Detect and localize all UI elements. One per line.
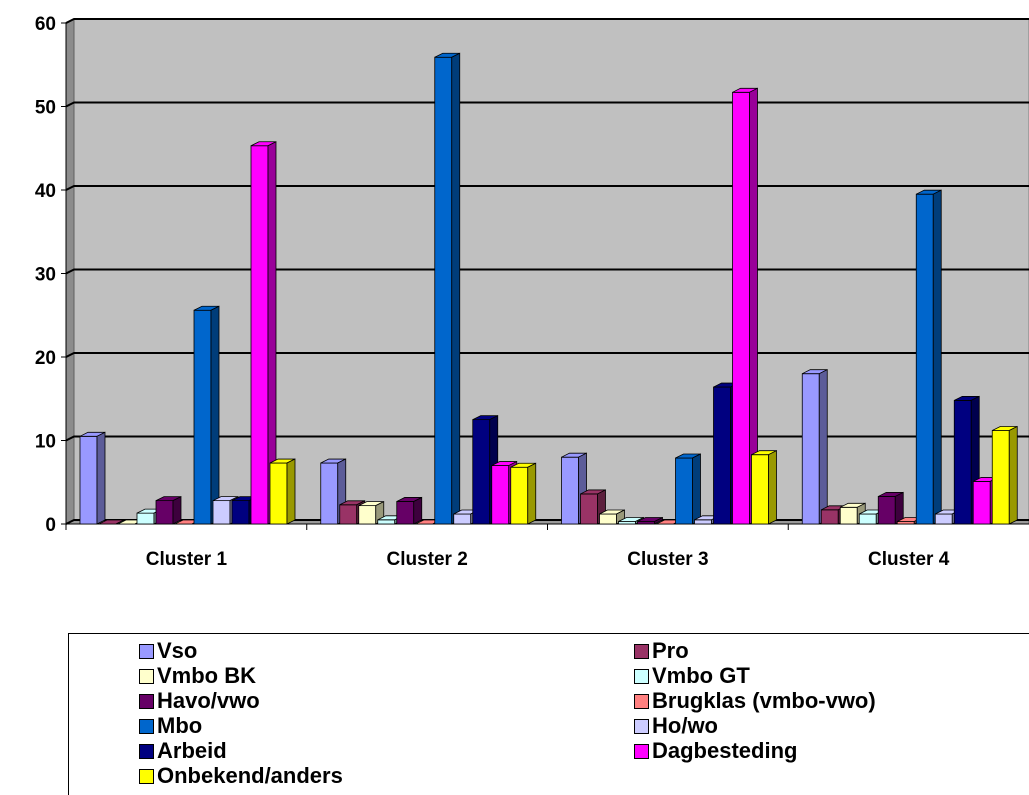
bar	[675, 453, 701, 525]
y-tick-label: 40	[35, 181, 56, 202]
legend-swatch	[634, 743, 649, 759]
legend-label: Ho/wo	[652, 713, 718, 738]
legend-label: Brugklas (vmbo-vwo)	[652, 688, 876, 713]
legend-label: Onbekend/anders	[157, 763, 343, 788]
legend-item: Pro	[634, 638, 689, 664]
gridline	[65, 18, 1029, 24]
legend-label: Vso	[157, 638, 198, 663]
bar	[250, 141, 277, 525]
legend-swatch	[139, 668, 154, 684]
x-category-label: Cluster 1	[146, 549, 228, 570]
legend-swatch	[139, 718, 154, 734]
gridline	[65, 268, 1029, 275]
bar	[991, 425, 1018, 525]
y-tick-label: 60	[35, 14, 56, 35]
legend-label: Mbo	[157, 713, 203, 738]
chart-legend: Vso Pro Vmbo BK Vmbo GT Havo/vwo Brugklas (vm…	[68, 633, 1029, 795]
bar	[510, 462, 537, 525]
legend-item: Dagbesteding	[634, 738, 797, 764]
legend-label: Arbeid	[157, 738, 227, 763]
legend-swatch	[634, 643, 649, 659]
legend-item: Vmbo BK	[139, 663, 256, 689]
y-tick-label: 20	[35, 348, 56, 369]
bar	[155, 495, 182, 525]
legend-label: Havo/vwo	[157, 688, 260, 713]
bar	[751, 450, 777, 525]
bar	[877, 491, 904, 525]
bar	[269, 458, 296, 525]
y-tick-label: 50	[35, 98, 56, 119]
y-tick-label: 0	[45, 515, 56, 536]
bar	[732, 87, 758, 525]
y-tick-label: 10	[35, 432, 56, 453]
gridline	[65, 435, 1029, 442]
x-category-label: Cluster 2	[386, 549, 467, 570]
bar	[358, 500, 385, 525]
bar	[396, 496, 423, 525]
legend-label: Vmbo BK	[157, 663, 256, 688]
bar	[98, 519, 125, 525]
gridline	[65, 101, 1029, 108]
legend-item: Onbekend/anders	[139, 763, 343, 789]
bar	[434, 52, 461, 525]
legend-item: Havo/vwo	[139, 688, 260, 714]
legend-label: Vmbo GT	[652, 663, 750, 688]
legend-swatch	[634, 718, 649, 734]
bar	[801, 369, 828, 525]
legend-item: Vmbo GT	[634, 663, 750, 689]
x-category-label: Cluster 3	[627, 549, 708, 570]
legend-item: Ho/wo	[634, 713, 718, 739]
legend-item: Vso	[139, 638, 197, 664]
legend-swatch	[634, 693, 649, 709]
y-tick-label: 30	[35, 265, 56, 286]
legend-swatch	[634, 668, 649, 684]
x-category-label: Cluster 4	[868, 549, 950, 570]
bar	[915, 189, 942, 525]
legend-label: Pro	[652, 638, 689, 663]
bar-chart: 0 10 20 30 40 50 60 Cluster 1 Cluster 2 Cluster 3…	[35, 14, 1029, 570]
legend-item: Brugklas (vmbo-vwo)	[634, 688, 876, 714]
gridline	[65, 185, 1029, 191]
gridline	[65, 352, 1029, 358]
legend-item: Mbo	[139, 713, 202, 739]
bar	[193, 305, 220, 525]
bar	[637, 516, 663, 525]
legend-swatch	[139, 693, 154, 709]
bar	[79, 431, 106, 525]
legend-swatch	[139, 743, 154, 759]
legend-swatch	[139, 768, 154, 784]
legend-label: Dagbesteding	[652, 738, 798, 763]
legend-swatch	[139, 643, 154, 659]
legend-item: Arbeid	[139, 738, 227, 764]
